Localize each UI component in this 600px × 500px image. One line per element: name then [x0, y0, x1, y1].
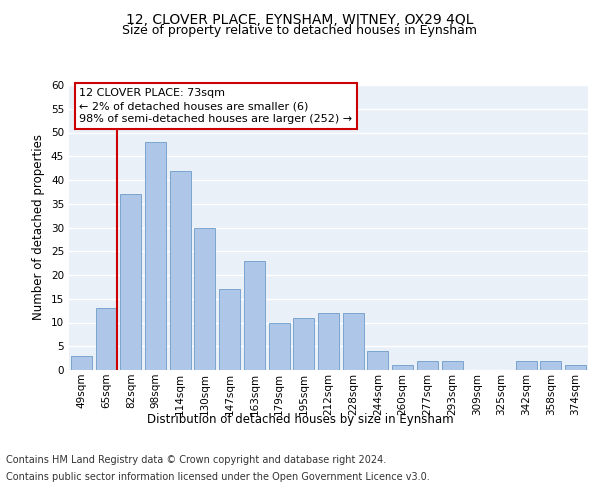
Bar — [417, 360, 438, 370]
Bar — [269, 322, 290, 370]
Bar — [343, 313, 364, 370]
Bar — [95, 308, 116, 370]
Bar — [516, 360, 537, 370]
Bar — [194, 228, 215, 370]
Bar — [120, 194, 141, 370]
Text: Size of property relative to detached houses in Eynsham: Size of property relative to detached ho… — [122, 24, 478, 37]
Text: Contains HM Land Registry data © Crown copyright and database right 2024.: Contains HM Land Registry data © Crown c… — [6, 455, 386, 465]
Text: Distribution of detached houses by size in Eynsham: Distribution of detached houses by size … — [146, 412, 454, 426]
Bar — [367, 351, 388, 370]
Text: 12, CLOVER PLACE, EYNSHAM, WITNEY, OX29 4QL: 12, CLOVER PLACE, EYNSHAM, WITNEY, OX29 … — [126, 12, 474, 26]
Y-axis label: Number of detached properties: Number of detached properties — [32, 134, 46, 320]
Bar — [219, 289, 240, 370]
Bar — [565, 365, 586, 370]
Text: 12 CLOVER PLACE: 73sqm
← 2% of detached houses are smaller (6)
98% of semi-detac: 12 CLOVER PLACE: 73sqm ← 2% of detached … — [79, 88, 353, 124]
Bar — [318, 313, 339, 370]
Bar — [442, 360, 463, 370]
Bar — [293, 318, 314, 370]
Bar — [244, 261, 265, 370]
Bar — [392, 365, 413, 370]
Text: Contains public sector information licensed under the Open Government Licence v3: Contains public sector information licen… — [6, 472, 430, 482]
Bar — [170, 170, 191, 370]
Bar — [71, 356, 92, 370]
Bar — [145, 142, 166, 370]
Bar — [541, 360, 562, 370]
